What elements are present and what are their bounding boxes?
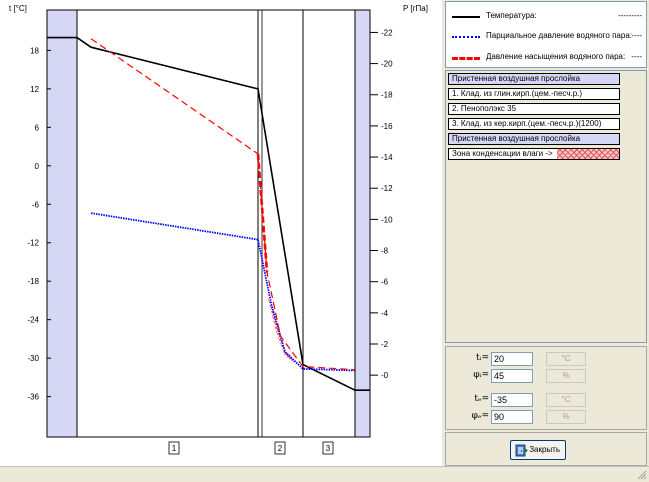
legend-label-temperature: Температура: <box>486 11 537 20</box>
exit-door-icon <box>515 444 528 457</box>
legend-value-saturation: ---- <box>631 52 642 61</box>
chart-area: t [°C] 18 12 6 0 -6 -12 -18 -24 -30 -36 P [гПа] -22-… <box>0 0 442 466</box>
right-tick-label-11: -0 <box>381 371 389 380</box>
layer-air-inner[interactable]: Пристенная воздушная прослойка <box>448 73 620 85</box>
param-phie: φₑ= 90 % <box>464 410 644 424</box>
legend-value-temperature: --------- <box>618 11 642 20</box>
left-tick-label-8: -30 <box>27 354 39 363</box>
close-button-label: Закрыть <box>529 445 560 454</box>
right-tick-label-3: -16 <box>381 122 393 131</box>
legend-label-saturation: Давление насыщения водяного пара: <box>486 52 626 61</box>
layer-number-box-1 <box>168 441 180 455</box>
condensation-zone-label: Зона конденсации влаги -> <box>452 149 553 158</box>
legend-item-temperature: Температура: --------- <box>450 11 646 23</box>
legend-swatch-saturation <box>452 57 480 60</box>
layer-3[interactable]: 3. Клад. из кер.кирп.(цем.-песч.р.)(1200… <box>448 118 620 130</box>
air-layer-outer <box>355 10 370 437</box>
param-te-unit: °C <box>546 393 586 407</box>
layer-number-label-1: 1 <box>172 444 177 453</box>
right-tick-label-2: -18 <box>381 91 393 100</box>
right-tick-label-0: -22 <box>381 28 393 37</box>
param-phie-label: φₑ= <box>471 411 489 421</box>
param-te-input[interactable]: -35 <box>491 393 533 407</box>
plot-frame <box>46 9 371 438</box>
param-ti-unit: °C <box>546 352 586 366</box>
series-line-1 <box>90 212 356 372</box>
legend-label-partial: Парциальное давление водяного пара: <box>486 31 632 40</box>
left-tick-label-4: -6 <box>32 200 40 209</box>
right-tick-label-10: -2 <box>381 340 389 349</box>
status-bar <box>0 466 649 482</box>
layer-2[interactable]: 2. Пенополэкс 35 <box>448 103 620 115</box>
layers-panel: Пристенная воздушная прослойка 1. Клад. … <box>445 70 647 343</box>
param-phie-unit: % <box>546 410 586 424</box>
legend-item-partial: Парциальное давление водяного пара: ---- <box>450 31 646 43</box>
param-phii-input[interactable]: 45 <box>491 369 533 383</box>
left-tick-label-1: 12 <box>30 85 39 94</box>
series-line-2 <box>90 38 356 371</box>
legend: Температура: --------- Парциальное давле… <box>445 1 647 68</box>
left-tick-label-2: 6 <box>35 123 40 132</box>
layer-1[interactable]: 1. Клад. из глин.кирп.(цем.-песч.р.) <box>448 88 620 100</box>
layer-air-outer[interactable]: Пристенная воздушная прослойка <box>448 133 620 145</box>
param-phii-label: φᵢ= <box>473 370 489 380</box>
right-tick-label-8: -6 <box>381 278 389 287</box>
left-tick-label-5: -12 <box>27 239 39 248</box>
right-tick-label-5: -12 <box>381 184 393 193</box>
param-te: tₑ= -35 °C <box>464 393 644 407</box>
left-tick-label-9: -36 <box>27 393 39 402</box>
layer-number-label-3: 3 <box>326 444 331 453</box>
condensation-zone <box>262 284 319 370</box>
left-axis-title: t [°C] <box>9 4 27 13</box>
legend-swatch-temperature <box>452 16 480 18</box>
series-line-0 <box>47 36 370 391</box>
param-ti: tᵢ= 20 °C <box>464 352 644 366</box>
air-layer-inner <box>47 10 77 437</box>
layer-number-label-2: 2 <box>278 444 283 453</box>
left-tick-label-3: 0 <box>35 162 40 171</box>
right-tick-label-1: -20 <box>381 60 393 69</box>
left-tick-label-6: -18 <box>27 277 39 286</box>
right-tick-label-6: -10 <box>381 215 393 224</box>
param-te-label: tₑ= <box>474 394 489 404</box>
param-ti-label: tᵢ= <box>476 353 489 363</box>
right-tick-label-7: -8 <box>381 247 389 256</box>
close-button[interactable]: Закрыть <box>510 440 566 460</box>
resize-grip-icon[interactable] <box>637 470 647 480</box>
left-tick-label-0: 18 <box>30 46 39 55</box>
param-phii: φᵢ= 45 % <box>464 369 644 383</box>
layer-number-box-3 <box>322 441 334 455</box>
right-tick-label-4: -14 <box>381 153 393 162</box>
param-phie-input[interactable]: 90 <box>491 410 533 424</box>
close-area: Закрыть <box>445 432 647 466</box>
legend-value-partial: ---- <box>631 31 642 40</box>
param-ti-input[interactable]: 20 <box>491 352 533 366</box>
right-panel: Температура: --------- Парциальное давле… <box>444 0 649 466</box>
right-tick-label-9: -4 <box>381 309 389 318</box>
legend-item-saturation: Давление насыщения водяного пара: ---- <box>450 52 646 64</box>
legend-swatch-partial <box>452 36 480 38</box>
params-panel: tᵢ= 20 °C φᵢ= 45 % tₑ= -35 °C φₑ= 90 % <box>445 346 647 430</box>
condensation-zone-legend: Зона конденсации влаги -> <box>448 148 620 160</box>
condensation-hatch-swatch <box>557 149 619 159</box>
right-axis-title: P [гПа] <box>403 4 428 13</box>
saturation-steep-segment <box>256 153 269 273</box>
left-tick-label-7: -24 <box>27 316 39 325</box>
param-phii-unit: % <box>546 369 586 383</box>
layer-number-box-2 <box>274 441 286 455</box>
